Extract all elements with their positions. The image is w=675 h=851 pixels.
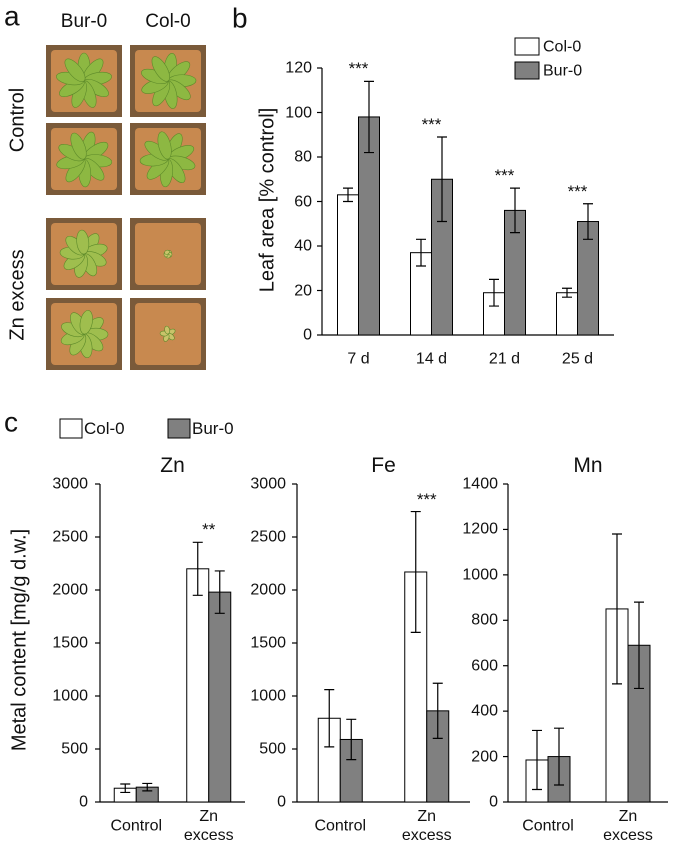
y-tick-label: 1000 (52, 687, 88, 705)
y-tick-label: 1500 (52, 634, 88, 652)
y-tick-label: 500 (259, 740, 286, 758)
legend-swatch (514, 37, 540, 56)
x-tick-label: Zn excess (603, 808, 653, 844)
y-axis-label: Leaf area [% control] (256, 107, 279, 293)
y-tick-label: 3000 (52, 475, 88, 493)
error-bar (324, 689, 335, 748)
x-tick-label: 21 d (488, 350, 521, 368)
y-tick-label: 0 (303, 326, 312, 344)
y-tick-label: 1000 (250, 687, 286, 705)
y-tick-label: 1500 (250, 634, 286, 652)
y-tick-label: 2500 (52, 528, 88, 546)
legend-label: Bur-0 (192, 419, 234, 438)
x-tick-label: Control (522, 817, 574, 835)
error-bar (489, 278, 499, 307)
bar (208, 591, 232, 803)
error-bar (634, 601, 644, 690)
legend-label: Col-0 (543, 38, 582, 56)
error-bar (364, 80, 374, 154)
leaf (64, 58, 86, 82)
bar (556, 292, 578, 336)
panel-label: a (4, 0, 20, 32)
y-tick-label: 1400 (462, 475, 498, 493)
x-tick-label: Control (110, 817, 163, 835)
y-tick-label: 200 (471, 748, 498, 766)
significance-label: *** (567, 181, 588, 201)
photo-column-label: Bur-0 (60, 11, 108, 32)
y-tick-label: 2000 (52, 581, 88, 599)
y-tick-label: 1000 (462, 566, 498, 584)
legend-label: Bur-0 (543, 62, 583, 80)
leaf (70, 132, 87, 160)
significance-label: *** (421, 114, 442, 134)
bar (337, 194, 359, 336)
error-bar (120, 783, 131, 794)
y-tick-label: 3000 (250, 475, 286, 493)
significance-label: *** (348, 59, 369, 79)
error-bar (410, 510, 421, 633)
significance-label: *** (494, 166, 515, 186)
y-tick-label: 80 (294, 148, 312, 166)
error-bar (562, 287, 572, 298)
error-bar (437, 136, 447, 223)
legend-swatch (167, 418, 191, 439)
y-tick-label: 40 (294, 237, 312, 255)
error-bar (346, 718, 357, 761)
y-tick-label: 2500 (250, 528, 286, 546)
x-tick-label: Zn excess (183, 808, 234, 844)
y-tick-label: 0 (79, 793, 88, 811)
error-bar (432, 682, 443, 739)
leaf (151, 56, 170, 82)
x-tick-label: 14 d (415, 350, 448, 368)
y-tick-label: 120 (285, 59, 312, 77)
error-bar (416, 238, 426, 267)
y-tick-label: 600 (471, 657, 498, 675)
panel-label: b (232, 2, 248, 34)
legend-swatch (514, 61, 540, 80)
error-bar (612, 533, 622, 685)
leaf (76, 229, 90, 255)
leaf (157, 131, 172, 160)
error-bar (343, 187, 353, 203)
y-tick-label: 1200 (462, 520, 498, 538)
legend-swatch (59, 418, 83, 439)
y-tick-label: 0 (489, 793, 498, 811)
error-bar (510, 187, 520, 234)
x-tick-label: 25 d (561, 350, 594, 368)
error-bar (583, 203, 593, 240)
photo-row-label: Control (6, 87, 29, 153)
y-tick-label: 0 (277, 793, 286, 811)
x-tick-label: 7 d (347, 350, 370, 368)
chart-title: Fe (371, 454, 396, 477)
y-tick-label: 400 (471, 702, 498, 720)
x-tick-label: Control (314, 817, 367, 835)
y-tick-label: 500 (61, 740, 88, 758)
leaf (164, 249, 170, 255)
y-tick-label: 2000 (250, 581, 286, 599)
y-tick-label: 800 (471, 611, 498, 629)
leaf (164, 325, 171, 335)
y-tick-label: 60 (294, 193, 312, 210)
chart-title: Mn (573, 454, 603, 477)
legend-label: Col-0 (84, 419, 125, 438)
significance-label: *** (416, 489, 437, 509)
photo-row-label: Zn excess (6, 249, 29, 341)
error-bar (554, 727, 564, 786)
leaf (79, 310, 93, 335)
error-bar (214, 570, 225, 614)
panel-label: c (4, 406, 18, 438)
error-bar (532, 729, 542, 791)
y-axis-label: Metal content [mg/g d.w.] (8, 528, 31, 752)
significance-label: ** (202, 520, 216, 540)
chart-title: Zn (160, 454, 185, 477)
y-tick-label: 100 (285, 104, 312, 121)
photo-column-label: Col-0 (145, 11, 191, 32)
error-bar (192, 541, 203, 596)
x-tick-label: Zn excess (401, 808, 452, 844)
bar (186, 568, 210, 803)
y-tick-label: 20 (294, 282, 312, 299)
error-bar (142, 782, 153, 792)
